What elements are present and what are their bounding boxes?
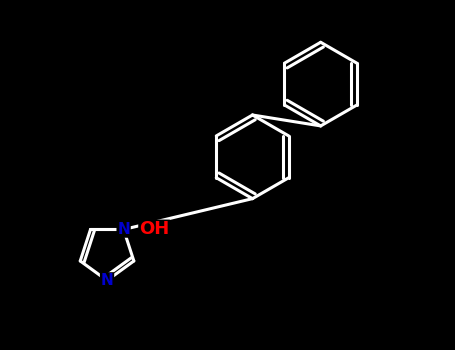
Text: OH: OH xyxy=(139,220,169,238)
Text: N: N xyxy=(101,273,113,288)
Text: N: N xyxy=(117,222,130,237)
